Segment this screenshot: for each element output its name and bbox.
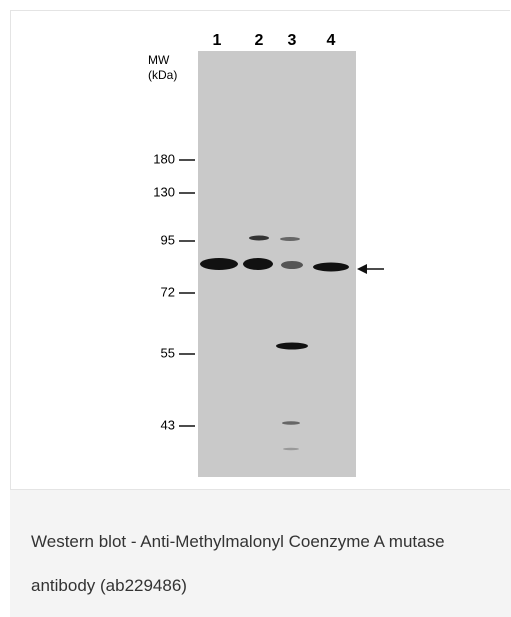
lane-label: 3 [288, 32, 297, 49]
marker-ticks [179, 160, 195, 426]
band [280, 237, 300, 241]
band [276, 343, 308, 350]
band [282, 421, 300, 425]
marker-label: 180 [153, 151, 175, 166]
lane-label: 2 [255, 32, 264, 49]
marker-label: 72 [161, 284, 175, 299]
blot-figure: 1 2 3 4 MW (kDa) 180 130 95 72 55 43 [1, 1, 501, 479]
caption-panel: Western blot - Anti-Methylmalonyl Coenzy… [10, 490, 511, 617]
caption: Western blot - Anti-Methylmalonyl Coenzy… [31, 520, 471, 608]
marker-label: 43 [161, 417, 175, 432]
unit-label: (kDa) [148, 68, 177, 82]
mw-label: MW [148, 53, 170, 67]
band [313, 263, 349, 272]
page: 1 2 3 4 MW (kDa) 180 130 95 72 55 43 Wes… [0, 0, 511, 617]
marker-label: 130 [153, 184, 175, 199]
marker-label: 95 [161, 232, 175, 247]
marker-label: 55 [161, 345, 175, 360]
figure-panel: 1 2 3 4 MW (kDa) 180 130 95 72 55 43 [10, 10, 510, 490]
band [283, 448, 299, 450]
band [249, 236, 269, 241]
arrow [357, 264, 384, 274]
lane-label: 1 [213, 32, 222, 49]
band [281, 261, 303, 269]
band [200, 258, 238, 270]
band [243, 258, 273, 270]
lane-label: 4 [327, 32, 336, 49]
